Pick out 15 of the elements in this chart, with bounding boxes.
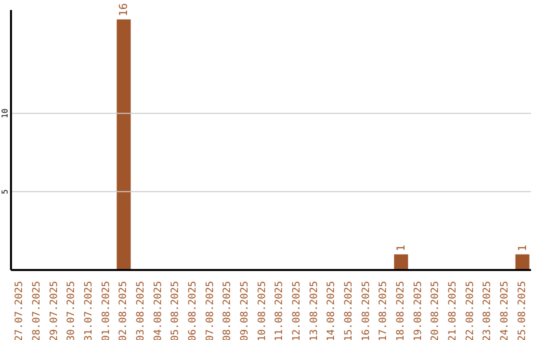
x-tick-label: 16.08.2025 bbox=[360, 281, 372, 340]
x-tick-label: 18.08.2025 bbox=[396, 281, 406, 340]
x-tick-label: 11.08.2025 bbox=[274, 281, 286, 340]
x-tick-label: 12.08.2025 bbox=[292, 281, 302, 340]
data-label: 1 bbox=[394, 244, 408, 252]
data-label: 16 bbox=[117, 3, 130, 16]
x-tick-label: 15.08.2025 bbox=[344, 281, 354, 340]
y-tick-label: 10 bbox=[0, 108, 10, 118]
x-tick-label: 14.08.2025 bbox=[326, 281, 338, 340]
x-tick-label: 17.08.2025 bbox=[378, 281, 390, 340]
data-label: 1 bbox=[516, 244, 529, 252]
x-tick-label: 19.08.2025 bbox=[412, 281, 424, 340]
x-tick-label: 10.08.2025 bbox=[256, 281, 268, 340]
y-tick-label: 5 bbox=[0, 189, 10, 194]
x-tick-label: 13.08.2025 bbox=[308, 281, 320, 340]
